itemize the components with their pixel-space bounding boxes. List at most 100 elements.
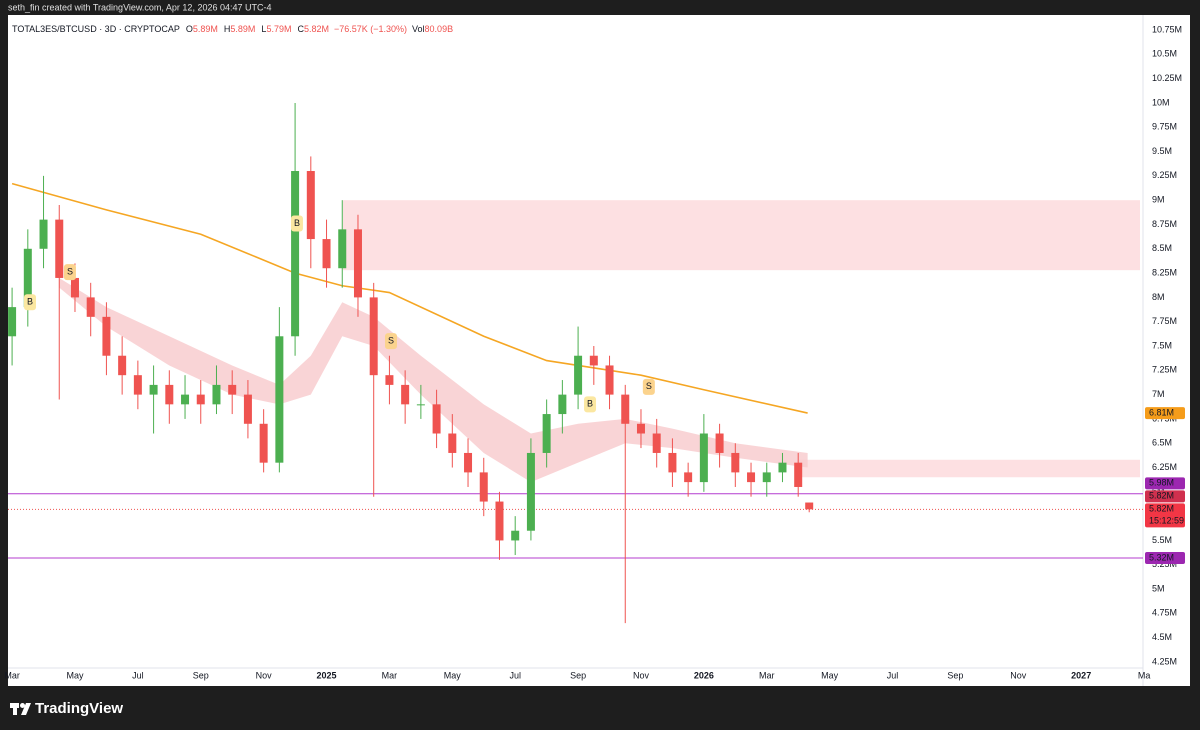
ohlc-value: 5.89M <box>193 24 218 34</box>
signal-marker <box>24 294 37 311</box>
candle-body <box>448 433 457 453</box>
x-tick-label: May <box>444 670 462 680</box>
candle-body <box>526 452 535 531</box>
x-tick-label: 2026 <box>694 670 714 680</box>
x-tick-label: Nov <box>256 670 273 680</box>
y-tick-label: 9.25M <box>1152 170 1177 180</box>
y-tick-label: 9.5M <box>1152 146 1172 156</box>
signal-label: S <box>388 336 394 346</box>
ohlc-key: H <box>224 24 231 34</box>
candle-body <box>636 423 645 434</box>
y-tick-label: 10M <box>1152 97 1170 107</box>
signal-marker <box>584 396 597 413</box>
candle-body <box>212 384 221 405</box>
x-tick-label: Jul <box>132 670 144 680</box>
candle-body <box>338 229 347 269</box>
x-tick-label: 2027 <box>1071 670 1091 680</box>
candle-body <box>574 355 583 395</box>
candle-body <box>353 229 362 298</box>
candle-body <box>55 219 64 278</box>
logo-mark <box>21 703 31 715</box>
candle-body <box>684 472 693 483</box>
signal-label: B <box>27 297 33 307</box>
price-label-bg <box>1145 477 1185 490</box>
candle-body <box>464 452 473 473</box>
y-tick-label: 10.75M <box>1152 24 1182 34</box>
y-tick-label: 7M <box>1152 389 1165 399</box>
symbol: TOTAL3ES/BTCUSD · 3D · CRYPTOCAP <box>12 24 180 34</box>
candle-body <box>243 394 252 424</box>
candle-body <box>369 297 378 376</box>
candle-body <box>133 375 142 395</box>
candle-body <box>479 472 488 502</box>
ohlc-value: 5.89M <box>230 24 255 34</box>
x-tick-label: May <box>821 670 839 680</box>
candle-body <box>805 502 814 510</box>
x-tick-label: May <box>66 670 84 680</box>
y-tick-label: 7.75M <box>1152 316 1177 326</box>
candle-body <box>558 394 567 415</box>
candle-body <box>259 423 268 463</box>
y-tick-label: 8.5M <box>1152 243 1172 253</box>
zone <box>342 200 1141 271</box>
candle-body <box>149 384 158 395</box>
x-tick-label: Nov <box>633 670 650 680</box>
candle-body <box>23 248 32 308</box>
candle-body <box>589 355 598 366</box>
candle-body <box>70 277 79 298</box>
x-tick-label: 2025 <box>317 670 337 680</box>
y-tick-label: 7.25M <box>1152 365 1177 375</box>
y-tick-label: 5M <box>1152 583 1165 593</box>
price-countdown: 15:12:59 <box>1149 516 1184 526</box>
price-label-bg <box>1145 407 1185 420</box>
candle-body <box>652 433 661 453</box>
signal-label: S <box>646 381 652 391</box>
y-tick-label: 6.5M <box>1152 438 1172 448</box>
ohlc-value: 5.79M <box>266 24 291 34</box>
x-tick-label: Sep <box>193 670 209 680</box>
logo-mark <box>13 703 17 715</box>
y-tick-label: 9.75M <box>1152 122 1177 132</box>
candle-body <box>102 316 111 356</box>
candle-body <box>715 433 724 453</box>
y-tick-label: 7.5M <box>1152 340 1172 350</box>
candle-body <box>275 336 284 463</box>
x-tick-label: Sep <box>947 670 963 680</box>
volume-value: 80.09B <box>425 24 454 34</box>
signal-marker <box>290 215 303 232</box>
y-tick-label: 5.25M <box>1152 559 1177 569</box>
signal-marker <box>384 333 397 350</box>
chart-area <box>8 15 1190 686</box>
y-tick-label: 5.5M <box>1152 535 1172 545</box>
price-label: 6.81M <box>1149 407 1174 417</box>
price-label: 5.98M <box>1149 478 1174 488</box>
signal-label: B <box>587 399 593 409</box>
price-label-bg <box>1145 490 1185 503</box>
price-label: 5.82M <box>1149 491 1174 501</box>
legend-header: TOTAL3ES/BTCUSD · 3D · CRYPTOCAP O5.89M H5… <box>12 24 453 34</box>
candle-body <box>511 530 520 541</box>
candle-body <box>165 384 174 405</box>
price-label-bg <box>1145 503 1185 528</box>
candle-body <box>385 375 394 385</box>
signal-label: S <box>67 266 73 276</box>
brand: TradingView <box>35 700 123 717</box>
candle-body <box>747 472 756 483</box>
candle-body <box>401 384 410 405</box>
candle-body <box>778 462 787 473</box>
candle-body <box>605 365 614 395</box>
y-tick-label: 4.75M <box>1152 608 1177 618</box>
logo-mark <box>20 703 25 708</box>
logo: TradingView <box>10 700 123 717</box>
x-tick-label: Nov <box>1010 670 1027 680</box>
candle-body <box>542 414 551 453</box>
candle-body <box>416 404 425 406</box>
ohlc-key: C <box>297 24 304 34</box>
ohlc-key: O <box>186 24 193 34</box>
candle-body <box>731 452 740 473</box>
x-tick-label: Mar <box>4 670 20 680</box>
ohlc-key: L <box>261 24 266 34</box>
change: −76.57K (−1.30%) <box>334 24 407 34</box>
candle-body <box>306 171 315 240</box>
